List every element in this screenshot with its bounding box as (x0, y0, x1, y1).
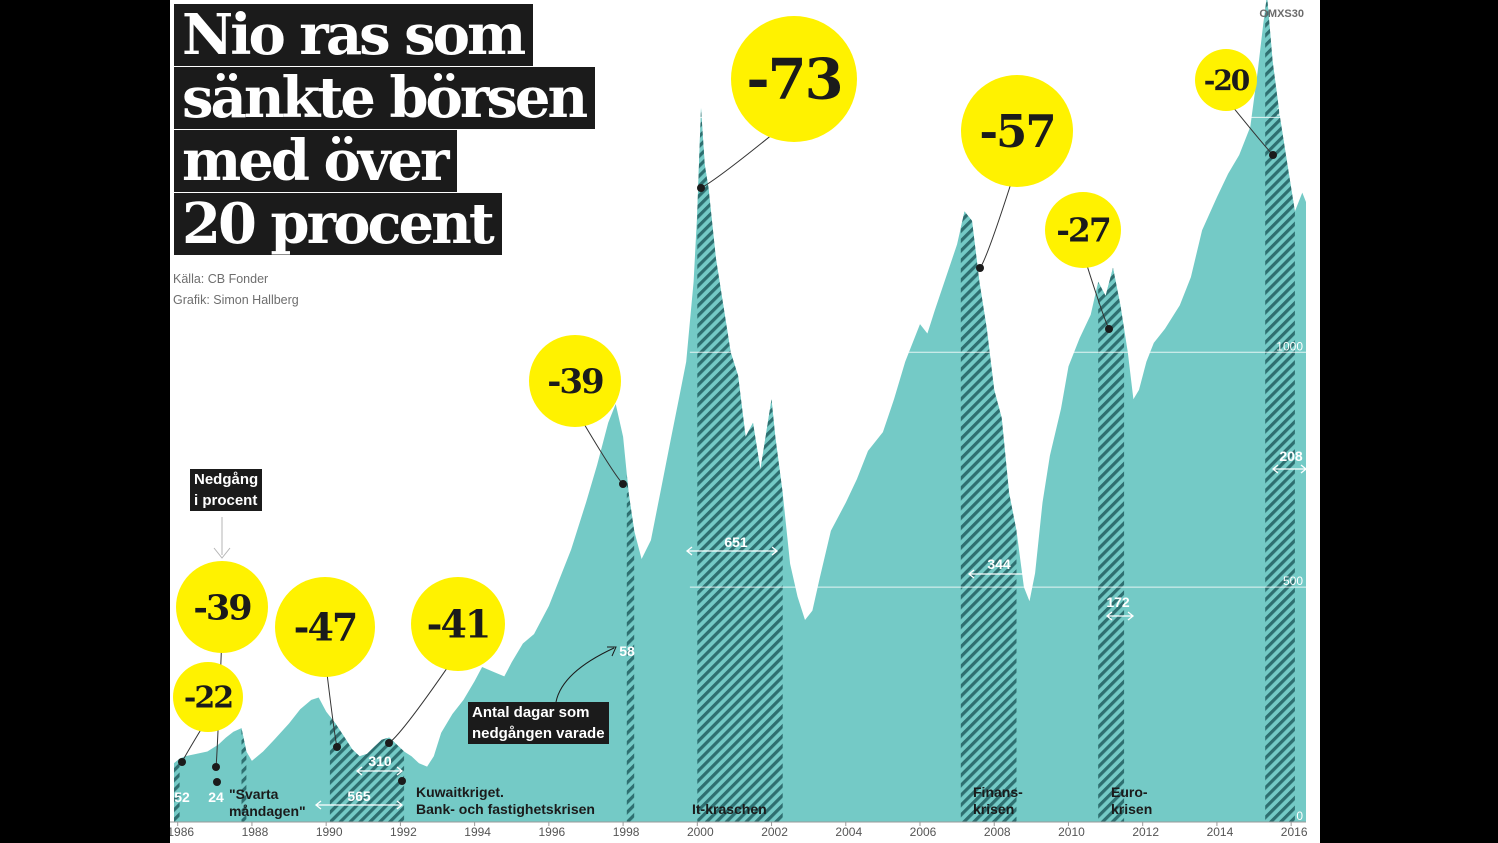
x-tick-label-1986: 1986 (170, 825, 194, 839)
decline-value-4: -39 (547, 362, 603, 402)
crash-period-1 (241, 728, 247, 822)
annotation-kuwaitkriget: Kuwaitkriget. Bank- och fastighetskrisen (416, 784, 595, 817)
chart-frame: 0 500 1000 1500 1986 1988 1990 1992 1994 1996 199… (170, 0, 1320, 843)
days-value-6: 344 (987, 556, 1011, 572)
days-span-left-5 (685, 546, 693, 556)
decline-value-0: -22 (184, 681, 232, 716)
crash-period-3 (370, 737, 405, 822)
x-tick-label-1988: 1988 (242, 825, 269, 839)
y-tick-label-1500: 1500 (1276, 104, 1303, 118)
x-tick-label-1994: 1994 (464, 825, 491, 839)
x-axis-band (170, 822, 1320, 843)
x-tick-label-2004: 2004 (835, 825, 862, 839)
chart-title: Nio ras som sänkte börsen med över 20 pr… (174, 4, 596, 256)
crash-start-dot-6 (976, 264, 984, 272)
days-value-2: 565 (347, 788, 371, 804)
days-leader-line (555, 647, 615, 703)
crash-start-dot-3 (385, 739, 393, 747)
decline-bubble-7 (1045, 192, 1121, 268)
x-tick-label-2008: 2008 (984, 825, 1011, 839)
days-value-3: 310 (368, 753, 392, 769)
days-value-7: 172 (1106, 594, 1130, 610)
title-line-3: med över (174, 130, 457, 192)
crash-start-dot-5 (697, 184, 705, 192)
x-tick-label-2000: 2000 (687, 825, 714, 839)
crash-period-7 (1098, 267, 1125, 822)
crash-start-dot-7 (1105, 325, 1113, 333)
legend-arrow-head (213, 547, 231, 559)
x-tick-label-2002: 2002 (761, 825, 788, 839)
decline-bubble-3 (411, 577, 505, 671)
decline-value-8: -20 (1204, 64, 1250, 97)
days-span-right-7 (1127, 611, 1135, 621)
days-value-5: 651 (724, 534, 748, 550)
crash-start-dot-2 (333, 743, 341, 751)
decline-value-6: -57 (979, 105, 1054, 158)
x-tick-label-2010: 2010 (1058, 825, 1085, 839)
x-tick-label-1998: 1998 (613, 825, 640, 839)
crash-start-dot-1 (212, 763, 220, 771)
days-value-8: 208 (1279, 448, 1303, 464)
annotation-eurokrisen: Euro- krisen (1111, 784, 1153, 817)
title-line-4: 20 procent (174, 193, 502, 255)
days-span-left-2 (314, 800, 322, 810)
crash-period-4 (626, 474, 635, 822)
y-tick-label-500: 500 (1283, 574, 1303, 588)
x-tick-label-2014: 2014 (1207, 825, 1234, 839)
annotation-svarta-mandagen: "Svarta måndagen" (229, 786, 306, 819)
decline-value-7: -27 (1056, 211, 1110, 250)
days-span-right-8 (1300, 464, 1308, 474)
decline-value-5: -73 (746, 47, 841, 113)
y-tick-label-1000: 1000 (1276, 339, 1303, 353)
crash-start-dot-0 (178, 758, 186, 766)
days-value-4: 58 (619, 643, 635, 659)
days-value-0: 52 (174, 789, 190, 805)
omxs30-area-chart: 0 500 1000 1500 1986 1988 1990 1992 1994 1996 199… (170, 0, 1320, 843)
annotation-it-kraschen: It-kraschen (692, 801, 767, 817)
decline-legend-label: Nedgång i procent (190, 469, 263, 511)
decline-bubble-2 (275, 577, 375, 677)
decline-bubble-8 (1195, 49, 1257, 111)
days-span-right-3 (396, 766, 404, 776)
days-span-right-5 (771, 546, 779, 556)
kuwait-dot (398, 777, 406, 785)
crash-start-dot-4 (619, 480, 627, 488)
x-tick-label-1996: 1996 (539, 825, 566, 839)
x-tick-label-2006: 2006 (910, 825, 937, 839)
crash-period-8 (1265, 0, 1295, 822)
source-credit: Källa: CB Fonder (173, 272, 269, 286)
crash-period-5 (697, 108, 783, 822)
decline-bubble-6 (961, 75, 1073, 187)
days-span-right-2 (396, 800, 404, 810)
graphics-credit: Grafik: Simon Hallberg (173, 293, 299, 307)
crash-start-dot-8 (1269, 151, 1277, 159)
crash-period-6 (960, 211, 1017, 822)
days-leader-head (607, 646, 617, 657)
decline-bubble-1 (176, 561, 268, 653)
decline-bubble-0 (173, 662, 243, 732)
x-tick-label-2016: 2016 (1281, 825, 1308, 839)
x-tick-label-1992: 1992 (390, 825, 417, 839)
title-line-2: sänkte börsen (174, 67, 596, 129)
days-value-1: 24 (208, 789, 224, 805)
decline-value-1: -39 (193, 587, 251, 628)
decline-value-2: -47 (294, 604, 357, 649)
y-tick-label-0: 0 (1296, 809, 1303, 823)
decline-value-3: -41 (427, 601, 490, 646)
days-span-left-6 (967, 569, 975, 579)
decline-bubble-4 (529, 335, 621, 427)
days-span-left-7 (1105, 611, 1113, 621)
svarta-mandagen-dot (213, 778, 221, 786)
decline-bubble-5 (731, 16, 857, 142)
days-span-right-6 (1023, 569, 1031, 579)
days-legend-label: Antal dagar som nedgången varade (468, 702, 609, 744)
days-span-left-3 (355, 766, 363, 776)
x-tick-label-2012: 2012 (1132, 825, 1159, 839)
index-label: OMXS30 (1259, 8, 1304, 20)
title-line-1: Nio ras som (174, 4, 534, 66)
days-span-left-8 (1271, 464, 1279, 474)
crash-period-0 (174, 758, 180, 822)
annotation-finanskrisen: Finans- krisen (973, 784, 1023, 817)
x-tick-label-1990: 1990 (316, 825, 343, 839)
